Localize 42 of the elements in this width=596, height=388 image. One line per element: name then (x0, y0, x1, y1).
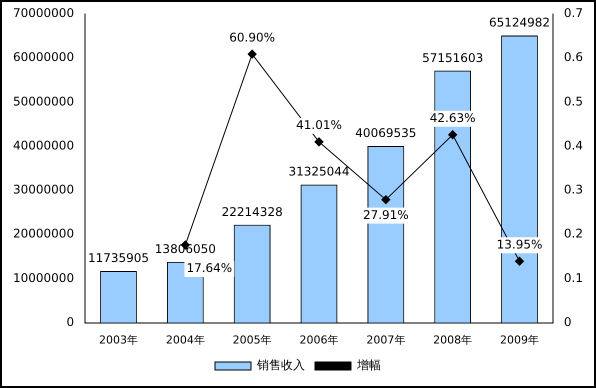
data-label: 27.91% (362, 208, 409, 222)
y-tick-label: 40000000 (13, 138, 74, 152)
data-label: 65124982 (488, 16, 550, 30)
y-tick-label: 70000000 (13, 6, 74, 20)
y2-tick-label: 0.7 (564, 6, 584, 20)
legend-label: 销售收入 (256, 358, 305, 372)
legend-label: 增幅 (356, 358, 381, 372)
point (515, 256, 524, 266)
y2-tick-label: 0.1 (564, 270, 584, 285)
y-tick-label: 60000000 (13, 50, 74, 64)
x-tick-label: 2007年 (366, 333, 406, 346)
point (381, 195, 390, 204)
y-tick-label: 0 (66, 314, 74, 329)
y2-tick-label: 0.6 (564, 50, 584, 64)
y2-tick-label: 0 (564, 314, 572, 329)
x-tick-label: 2004年 (166, 333, 205, 346)
data-label: 57151603 (422, 50, 484, 65)
x-tick-label: 2003年 (98, 333, 138, 346)
data-label: 11735905 (88, 251, 150, 266)
data-label: 13.95% (496, 237, 542, 252)
y-tick-label: 30000000 (13, 182, 74, 197)
x-tick-label: 2009年 (500, 333, 539, 346)
y-tick-label: 50000000 (13, 94, 74, 108)
data-label: 60.90% (229, 30, 276, 44)
data-label: 42.63% (430, 110, 476, 125)
x-tick-label: 2006年 (299, 333, 338, 346)
x-tick-label: 2005年 (232, 333, 272, 346)
y2-tick-label: 0.4 (564, 138, 584, 152)
data-label: 41.01% (296, 118, 342, 132)
point (314, 137, 324, 146)
point (448, 130, 458, 140)
data-label: 17.64% (186, 261, 232, 276)
data-label: 40069535 (355, 126, 416, 140)
point (248, 50, 257, 59)
y2-tick-label: 0.3 (564, 182, 584, 197)
y-tick-label: 20000000 (13, 226, 74, 241)
y2-tick-label: 0.2 (564, 226, 584, 241)
x-tick-label: 2008年 (433, 333, 472, 346)
data-label: 22214328 (222, 204, 283, 219)
data-label: 31325044 (288, 164, 350, 179)
y2-tick-label: 0.5 (564, 94, 584, 108)
y-tick-label: 10000000 (13, 270, 74, 285)
